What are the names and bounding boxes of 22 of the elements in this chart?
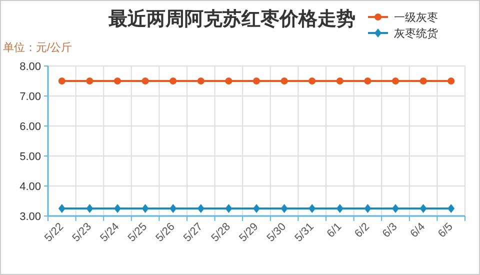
- y-tick-label: 8.00: [20, 61, 41, 73]
- y-tick-label: 7.00: [20, 91, 41, 103]
- y-axis-title: 单位：元/公斤: [3, 41, 72, 54]
- x-tick-label: 6/4: [408, 220, 428, 240]
- x-tick-label: 5/29: [237, 220, 261, 244]
- legend-label: 一级灰枣: [394, 11, 438, 24]
- x-tick-label: 5/22: [42, 220, 66, 244]
- x-tick-label: 5/26: [154, 220, 178, 244]
- y-tick-label: 3.00: [20, 211, 41, 223]
- x-tick-label: 6/2: [352, 220, 372, 240]
- x-tick-label: 6/3: [380, 220, 400, 240]
- x-tick-label: 5/23: [70, 220, 94, 244]
- x-tick-label: 5/30: [264, 220, 289, 244]
- x-tick-label: 6/1: [324, 220, 344, 240]
- y-tick-label: 5.00: [20, 151, 41, 163]
- chart-title: 最近两周阿克苏红枣价格走势: [108, 8, 356, 30]
- x-tick-label: 6/5: [436, 220, 456, 240]
- y-tick-label: 6.00: [20, 121, 41, 133]
- x-tick-label: 5/28: [209, 220, 233, 244]
- x-tick-label: 5/31: [292, 220, 316, 244]
- legend-label: 灰枣统货: [394, 27, 438, 40]
- y-tick-label: 4.00: [20, 181, 41, 193]
